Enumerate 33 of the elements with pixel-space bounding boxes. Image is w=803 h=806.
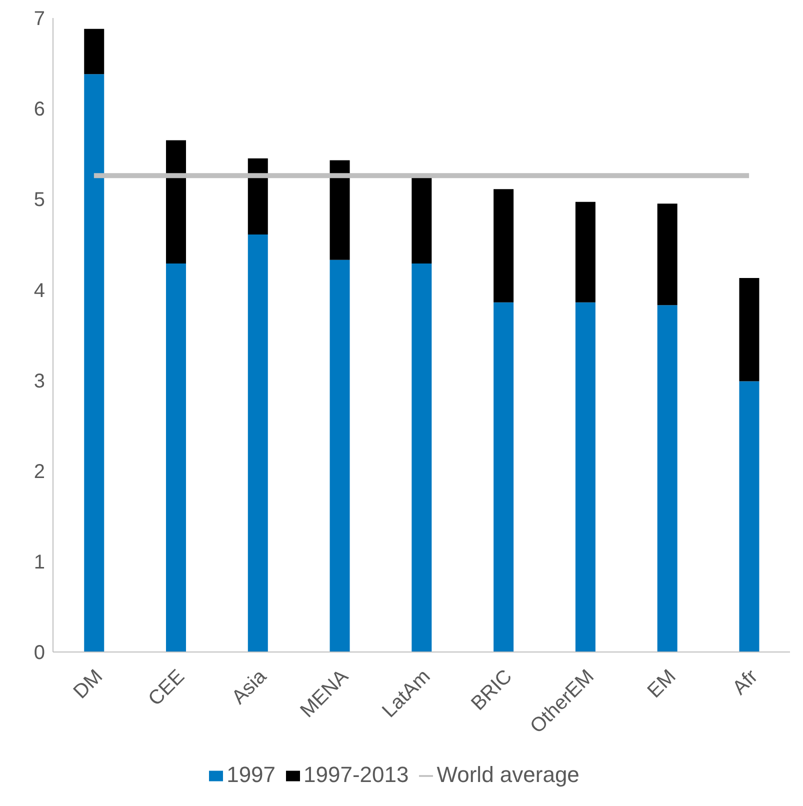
bar — [739, 278, 760, 382]
x-tick-label: EM — [644, 666, 680, 702]
y-tick-label: 7 — [34, 8, 45, 30]
y-tick-label: 2 — [34, 460, 45, 483]
x-tick-label: DM — [70, 666, 108, 704]
bar — [330, 260, 350, 652]
bar — [494, 189, 514, 302]
legend-label: 1997-2013 — [304, 762, 409, 787]
bar — [494, 302, 514, 652]
legend-label: 1997 — [226, 762, 276, 787]
bar — [412, 177, 432, 264]
bar — [657, 204, 678, 306]
bar — [330, 160, 350, 260]
y-tick-label: 0 — [34, 642, 45, 664]
y-tick-label: 3 — [34, 370, 45, 392]
bar — [166, 263, 186, 652]
bar — [575, 202, 596, 302]
bar — [166, 140, 186, 264]
y-tick-label: 5 — [34, 189, 45, 212]
bar — [248, 234, 268, 652]
y-tick-label: 4 — [34, 280, 45, 302]
bar — [657, 305, 678, 652]
bar — [248, 158, 268, 234]
bar — [739, 381, 760, 652]
legend-label: World average — [436, 762, 580, 787]
y-tick-label: 1 — [34, 552, 45, 574]
x-tick-label: Afr — [728, 665, 762, 700]
y-tick-label: 6 — [34, 98, 45, 121]
bar — [84, 28, 104, 74]
x-tick-label: Asia — [228, 664, 272, 709]
bar — [575, 302, 596, 652]
bar — [84, 74, 104, 652]
bar — [412, 263, 432, 652]
